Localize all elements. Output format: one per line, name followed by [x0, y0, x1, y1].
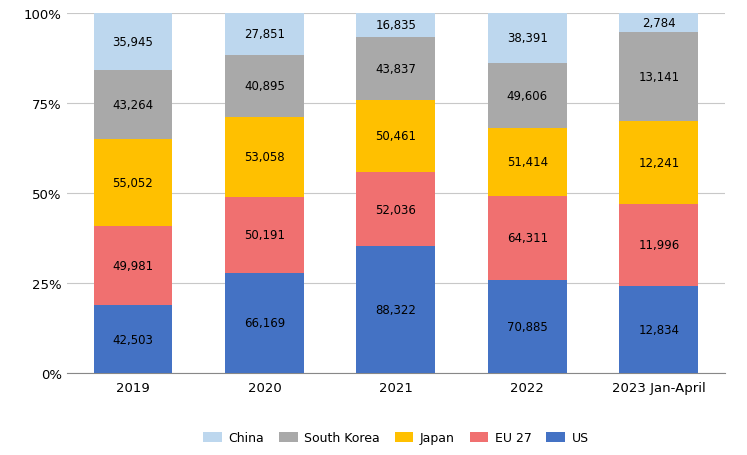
Bar	[619, 14, 698, 33]
Text: 88,322: 88,322	[376, 303, 416, 317]
Bar	[93, 71, 173, 139]
Text: 50,461: 50,461	[376, 130, 416, 143]
Text: 12,834: 12,834	[639, 323, 679, 336]
Text: 16,835: 16,835	[376, 19, 416, 32]
Bar	[356, 38, 436, 101]
Bar	[356, 14, 436, 38]
Text: 43,264: 43,264	[112, 98, 154, 111]
Text: 66,169: 66,169	[244, 317, 285, 330]
Text: 11,996: 11,996	[638, 239, 680, 252]
Bar	[93, 14, 173, 71]
Text: 55,052: 55,052	[113, 177, 153, 189]
Bar	[225, 117, 304, 197]
Text: 27,851: 27,851	[244, 28, 285, 41]
Text: 35,945: 35,945	[113, 35, 153, 49]
Bar	[93, 139, 173, 227]
Bar	[488, 64, 567, 129]
Bar	[619, 205, 698, 286]
Bar	[619, 286, 698, 373]
Bar	[356, 101, 436, 172]
Text: 38,391: 38,391	[507, 32, 548, 45]
Text: 50,191: 50,191	[244, 229, 285, 242]
Bar	[488, 14, 567, 64]
Bar	[225, 56, 304, 117]
Bar	[619, 33, 698, 121]
Bar	[619, 121, 698, 205]
Bar	[225, 14, 304, 56]
Text: 64,311: 64,311	[506, 232, 548, 245]
Text: 40,895: 40,895	[244, 80, 285, 93]
Text: 52,036: 52,036	[376, 203, 416, 216]
Text: 51,414: 51,414	[506, 156, 548, 169]
Bar	[488, 280, 567, 373]
Bar	[488, 196, 567, 280]
Bar	[225, 273, 304, 373]
Bar	[93, 306, 173, 373]
Text: 49,981: 49,981	[112, 260, 154, 273]
Text: 53,058: 53,058	[244, 151, 285, 164]
Text: 49,606: 49,606	[506, 90, 548, 103]
Text: 70,885: 70,885	[507, 320, 548, 333]
Bar	[93, 227, 173, 306]
Text: 13,141: 13,141	[638, 71, 680, 84]
Legend: China, South Korea, Japan, EU 27, US: China, South Korea, Japan, EU 27, US	[198, 426, 594, 449]
Text: 43,837: 43,837	[376, 62, 416, 76]
Text: 2,784: 2,784	[642, 16, 676, 30]
Bar	[488, 129, 567, 196]
Bar	[356, 247, 436, 373]
Text: 42,503: 42,503	[113, 333, 153, 346]
Text: 12,241: 12,241	[638, 157, 680, 170]
Bar	[356, 172, 436, 247]
Bar	[225, 197, 304, 273]
